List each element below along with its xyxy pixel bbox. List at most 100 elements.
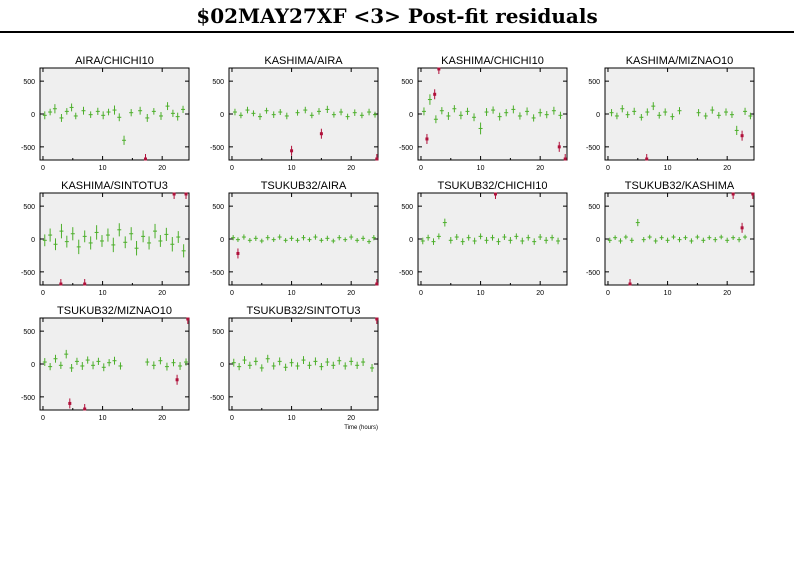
data-point xyxy=(69,364,74,372)
plot-title: KASHIMA/CHICHI10 xyxy=(441,55,544,67)
data-point xyxy=(170,109,175,117)
x-tick-label: 10 xyxy=(99,165,107,172)
data-point xyxy=(371,235,376,241)
data-point xyxy=(426,234,431,241)
data-point xyxy=(514,233,519,240)
outlier-marker xyxy=(493,192,497,196)
data-point xyxy=(151,108,156,115)
data-point xyxy=(101,363,106,372)
data-point xyxy=(478,233,483,240)
data-point xyxy=(101,111,106,120)
plot-panel-2: KASHIMA/AIRA 500 0 -500 0 10 20 xyxy=(210,55,379,172)
data-point xyxy=(653,238,658,244)
x-tick-label: 0 xyxy=(230,415,234,422)
plot-title: KASHIMA/MIZNAO10 xyxy=(626,55,734,67)
plot-title: KASHIMA/SINTOTU3 xyxy=(61,180,168,192)
data-point xyxy=(713,237,718,243)
data-point xyxy=(238,112,243,119)
data-point xyxy=(651,102,656,111)
data-point xyxy=(609,109,614,117)
outlier-point xyxy=(83,279,87,286)
data-point xyxy=(59,223,64,239)
data-point xyxy=(181,244,186,258)
outlier-point xyxy=(557,141,561,152)
data-point xyxy=(64,108,69,115)
data-point xyxy=(370,364,375,372)
data-point xyxy=(95,107,100,115)
x-tick-label: 20 xyxy=(158,415,166,422)
data-point xyxy=(743,107,748,115)
outlier-point xyxy=(645,154,649,161)
data-point xyxy=(42,358,47,366)
data-point xyxy=(313,357,318,366)
plot-title: AIRA/CHICHI10 xyxy=(75,55,154,67)
data-point xyxy=(508,237,513,244)
data-point xyxy=(607,237,612,243)
outlier-point xyxy=(236,248,240,259)
data-point xyxy=(283,363,288,371)
data-point xyxy=(307,237,312,242)
data-point xyxy=(472,237,477,245)
data-point xyxy=(105,228,110,242)
data-point xyxy=(670,113,675,120)
data-point xyxy=(178,362,183,370)
data-point xyxy=(671,234,676,240)
outlier-point xyxy=(628,279,632,286)
x-tick-label: 10 xyxy=(99,415,107,422)
data-point xyxy=(181,105,186,114)
data-point xyxy=(129,109,134,117)
data-point xyxy=(556,237,561,245)
data-point xyxy=(325,105,330,114)
outlier-marker xyxy=(375,317,379,321)
plot-title: TSUKUB32/CHICHI10 xyxy=(437,180,547,192)
data-point xyxy=(511,105,516,114)
data-point xyxy=(625,111,630,118)
data-point xyxy=(251,110,256,117)
y-tick-label: 0 xyxy=(596,112,600,119)
data-point xyxy=(99,235,104,247)
data-point xyxy=(460,238,465,245)
data-point xyxy=(265,235,270,241)
data-point xyxy=(241,234,246,240)
outlier-marker xyxy=(83,282,87,286)
outlier-marker xyxy=(83,407,87,411)
data-point xyxy=(85,356,90,364)
x-tick-label: 10 xyxy=(664,290,672,297)
data-point xyxy=(247,361,252,369)
outlier-point xyxy=(175,374,179,385)
data-point xyxy=(307,361,312,369)
plot-title: TSUKUB32/MIZNAO10 xyxy=(57,305,172,317)
data-point xyxy=(301,356,306,364)
data-point xyxy=(158,357,163,365)
y-tick-label: 0 xyxy=(596,237,600,244)
data-point xyxy=(725,237,730,243)
data-point xyxy=(325,235,330,241)
data-point xyxy=(295,362,300,370)
plot-panel-8: TSUKUB32/KASHIMA 500 0 -500 0 10 20 xyxy=(586,180,755,297)
data-point xyxy=(639,114,644,121)
outlier-point xyxy=(172,192,176,199)
data-point xyxy=(683,235,688,240)
y-tick-label: 500 xyxy=(212,79,224,86)
outlier-point xyxy=(425,133,429,144)
data-point xyxy=(352,109,357,116)
data-point xyxy=(472,113,477,122)
data-point xyxy=(96,357,101,365)
y-tick-label: 0 xyxy=(220,112,224,119)
data-point xyxy=(737,237,742,243)
y-tick-label: 500 xyxy=(212,204,224,211)
data-point xyxy=(629,237,634,243)
x-tick-label: 10 xyxy=(664,165,672,172)
data-point xyxy=(138,106,143,115)
x-tick-label: 20 xyxy=(536,165,544,172)
data-point xyxy=(647,234,652,240)
data-point xyxy=(695,234,700,240)
data-point xyxy=(171,359,176,367)
data-point xyxy=(478,122,483,135)
y-tick-label: -500 xyxy=(399,270,413,277)
data-point xyxy=(112,356,117,365)
x-tick-label: 0 xyxy=(606,290,610,297)
y-tick-label: 500 xyxy=(23,204,35,211)
data-point xyxy=(355,238,360,243)
plot-panel-3: KASHIMA/CHICHI10 500 0 -500 0 10 20 xyxy=(399,55,568,172)
